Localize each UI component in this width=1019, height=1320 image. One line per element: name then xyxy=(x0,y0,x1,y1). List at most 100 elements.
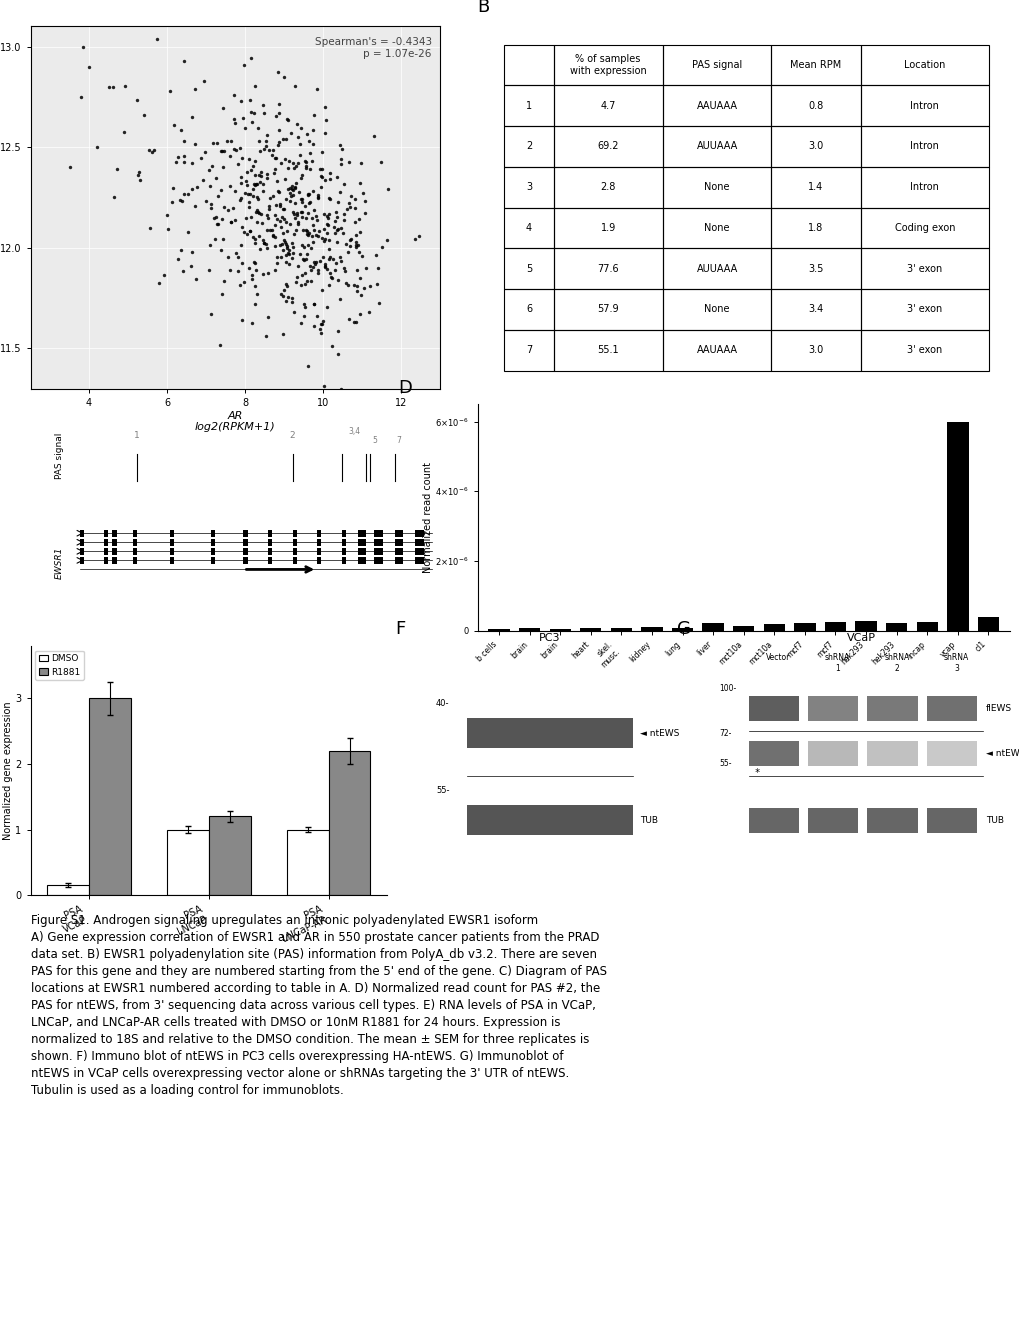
Point xyxy=(278,234,294,255)
Point xyxy=(247,252,263,273)
Text: Intron: Intron xyxy=(910,141,938,152)
Point xyxy=(276,168,292,189)
Bar xyxy=(374,548,382,554)
Point xyxy=(247,75,263,96)
Point xyxy=(232,275,249,296)
Text: 69.2: 69.2 xyxy=(597,141,619,152)
Point xyxy=(306,315,322,337)
Point xyxy=(240,148,257,169)
Point xyxy=(283,292,300,313)
Point xyxy=(201,260,217,281)
Bar xyxy=(268,557,272,564)
Point xyxy=(232,187,249,209)
Point xyxy=(296,236,312,257)
Point xyxy=(273,216,289,238)
Point xyxy=(131,169,148,190)
Point xyxy=(176,152,193,173)
Bar xyxy=(662,330,770,371)
Point xyxy=(61,157,77,178)
Point xyxy=(339,275,356,296)
Point xyxy=(169,147,185,168)
Point xyxy=(313,177,329,198)
Point xyxy=(204,156,220,177)
Point xyxy=(238,223,255,244)
Point xyxy=(162,81,178,102)
Point xyxy=(314,313,330,334)
Bar xyxy=(244,539,248,545)
Point xyxy=(296,249,312,271)
Bar xyxy=(169,529,173,537)
Point xyxy=(260,198,276,219)
Point xyxy=(315,246,331,267)
Point xyxy=(268,209,284,230)
Point xyxy=(136,104,152,125)
Bar xyxy=(662,86,770,125)
Point xyxy=(285,157,302,178)
Point xyxy=(287,177,304,198)
Point xyxy=(246,173,262,194)
Point xyxy=(245,156,261,177)
Point xyxy=(299,220,315,242)
Point xyxy=(302,191,318,213)
Point xyxy=(260,306,276,327)
Point xyxy=(283,288,300,309)
Point xyxy=(175,131,192,152)
Point xyxy=(225,198,242,219)
Point xyxy=(316,255,332,276)
Point xyxy=(335,257,352,279)
Bar xyxy=(770,166,860,207)
Point xyxy=(348,259,365,280)
Point xyxy=(264,219,280,240)
Point xyxy=(316,375,332,396)
Point xyxy=(159,205,175,226)
Bar xyxy=(79,529,84,537)
Point xyxy=(278,251,294,272)
Point xyxy=(347,235,364,256)
Point xyxy=(272,194,288,215)
Point xyxy=(329,321,345,342)
Text: PAS signal: PAS signal xyxy=(691,59,742,70)
Point xyxy=(356,277,372,298)
Point xyxy=(342,185,359,206)
Point xyxy=(106,187,122,209)
Point xyxy=(321,169,337,190)
Point xyxy=(296,293,312,314)
Point xyxy=(160,218,176,239)
Text: 3.0: 3.0 xyxy=(808,346,823,355)
Point xyxy=(309,209,325,230)
Point xyxy=(275,198,291,219)
Point xyxy=(292,189,309,210)
Point xyxy=(288,267,305,288)
Point xyxy=(253,203,269,224)
Point xyxy=(355,182,371,203)
Point xyxy=(246,103,262,124)
Bar xyxy=(610,628,632,631)
Bar xyxy=(374,529,382,537)
Point xyxy=(294,219,311,240)
Text: AUUAAA: AUUAAA xyxy=(696,141,737,152)
Point xyxy=(148,29,164,50)
Bar xyxy=(374,539,382,545)
Point xyxy=(271,181,287,202)
Point xyxy=(240,257,257,279)
Point xyxy=(299,123,315,144)
Point xyxy=(216,271,232,292)
Point xyxy=(316,170,332,191)
Point xyxy=(73,86,90,107)
Point xyxy=(279,286,296,308)
Point xyxy=(291,244,308,265)
Bar xyxy=(947,421,968,631)
Point xyxy=(310,226,326,247)
Point xyxy=(279,236,296,257)
Text: 3,4: 3,4 xyxy=(347,426,360,436)
Point xyxy=(311,158,327,180)
Point xyxy=(250,117,266,139)
Bar xyxy=(580,628,601,631)
Point xyxy=(282,190,299,211)
Text: 55-: 55- xyxy=(718,759,731,767)
Point xyxy=(276,209,292,230)
Point xyxy=(292,117,309,139)
Bar xyxy=(860,289,988,330)
Point xyxy=(213,140,229,161)
Point xyxy=(251,165,267,186)
